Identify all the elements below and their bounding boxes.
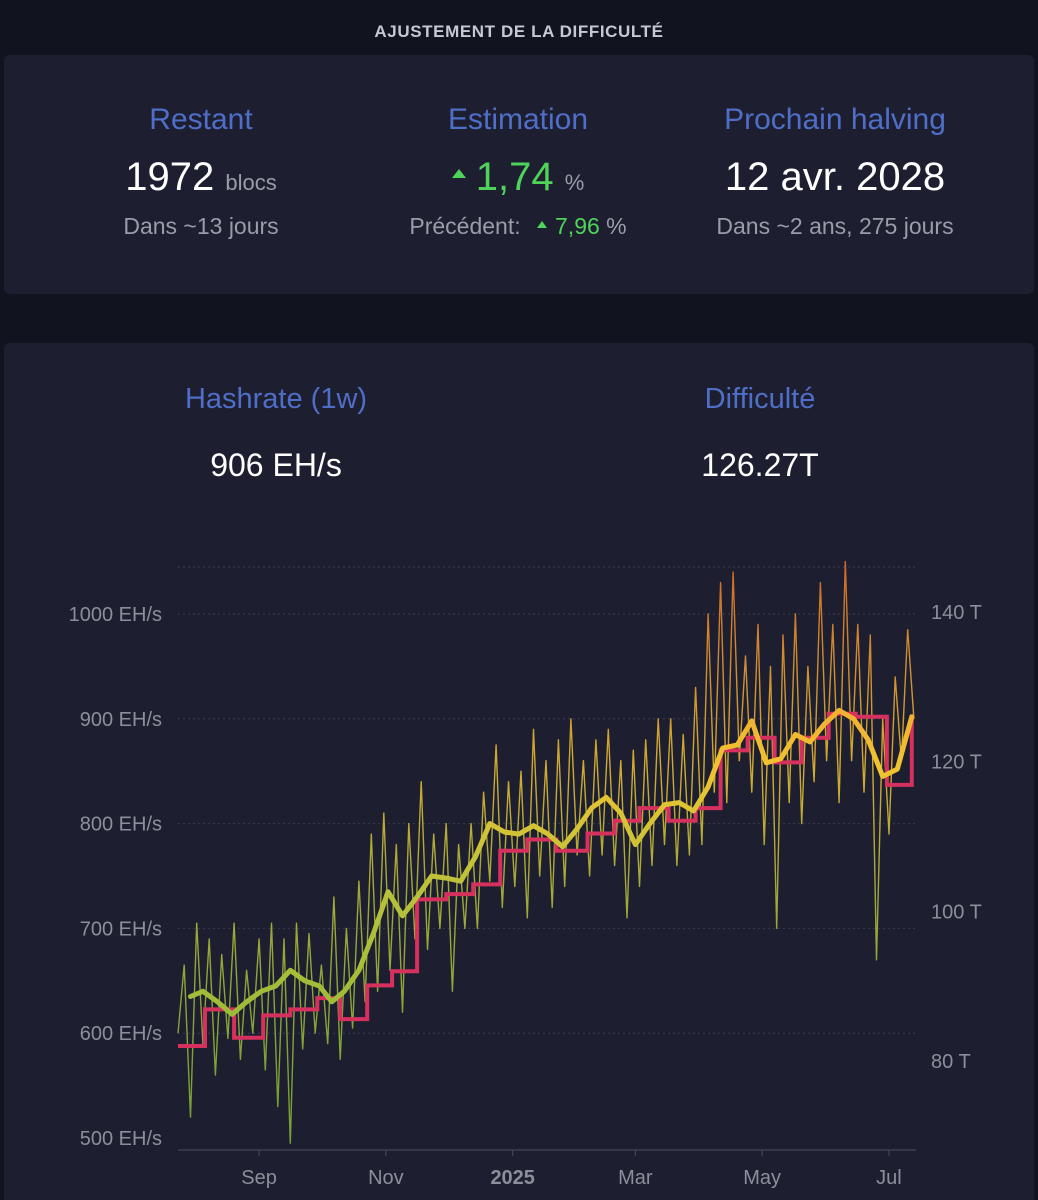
estimate-unit: % [564, 170, 585, 195]
section-title: AJUSTEMENT DE LA DIFFICULTÉ [374, 22, 664, 41]
hashrate-value: 906 EH/s [210, 447, 342, 483]
hashrate-difficulty-card [4, 343, 1034, 1200]
hashrate-1w-line [188, 707, 915, 1017]
chart-grid [178, 566, 916, 1151]
remaining-unit: blocs [225, 170, 277, 195]
y-left-tick-label: 700 EH/s [80, 918, 162, 940]
halving-eta: Dans ~2 ans, 275 jours [716, 213, 954, 239]
y-left-tick-label: 600 EH/s [80, 1023, 162, 1045]
x-axis: Sep Nov 2025 Mar May Jul [241, 1150, 902, 1189]
chart-series [177, 560, 915, 1144]
y-right-tick-label: 140 T [931, 602, 982, 624]
remaining-value-row: 1972 blocs [31, 155, 371, 200]
arrow-up-icon [451, 168, 466, 178]
remaining-value: 1972 [125, 155, 215, 199]
halving-label: Prochain halving [724, 103, 946, 136]
y-right-tick-label: 120 T [931, 752, 982, 774]
y-axis-left: 500 EH/s 600 EH/s 700 EH/s 800 EH/s 900 EH/s… [69, 604, 162, 1150]
y-right-tick-label: 100 T [931, 901, 982, 923]
x-tick-label: Jul [876, 1167, 902, 1189]
y-left-tick-label: 1000 EH/s [69, 604, 162, 626]
hashrate-label: Hashrate (1w) [184, 383, 368, 415]
x-tick-label: Mar [618, 1167, 653, 1189]
estimate-label: Estimation [447, 103, 589, 136]
x-tick-label: 2025 [490, 1167, 535, 1189]
previous-label: Précédent: [409, 213, 521, 239]
hashrate-daily-line [177, 560, 915, 1144]
y-axis-right: 80 T 100 T 120 T 140 T [931, 602, 982, 1073]
previous-value: 7,96 [555, 213, 600, 239]
difficulty-summary-card: Restant 1972 blocs Dans ~13 jours Estima… [4, 55, 1034, 294]
x-tick-label: Sep [241, 1167, 277, 1189]
y-right-tick-label: 80 T [931, 1051, 971, 1073]
remaining-eta: Dans ~13 jours [123, 213, 279, 239]
difficulty-step-line [178, 711, 914, 1048]
y-left-tick-label: 500 EH/s [80, 1128, 162, 1150]
y-left-tick-label: 800 EH/s [80, 814, 162, 836]
previous-unit: % [606, 213, 627, 239]
estimate-value: 1,74 [475, 155, 554, 199]
estimate-value-row: 1,74 % [348, 155, 688, 200]
x-tick-label: Nov [368, 1167, 404, 1189]
y-left-tick-label: 900 EH/s [80, 709, 162, 731]
arrow-up-icon [537, 221, 548, 229]
remaining-label: Restant [149, 103, 253, 136]
previous-adjustment: Précédent: 7,96 % [348, 213, 688, 240]
halving-date: 12 avr. 2028 [724, 155, 946, 199]
x-tick-label: May [743, 1167, 781, 1189]
difficulty-label: Difficulté [704, 383, 816, 415]
difficulty-value: 126.27T [701, 447, 819, 483]
